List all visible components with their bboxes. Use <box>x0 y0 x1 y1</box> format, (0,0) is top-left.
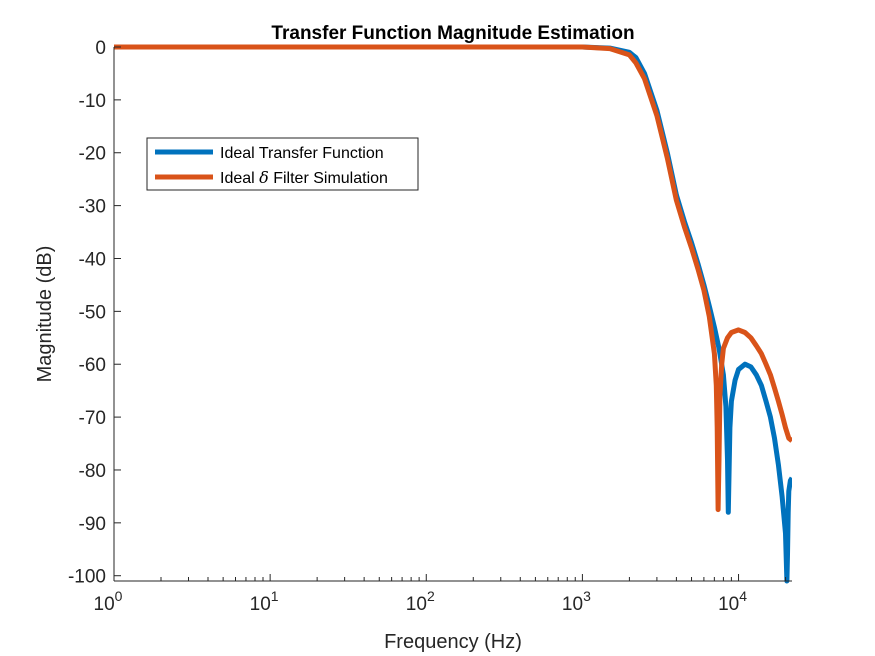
x-tick-base: 10 <box>94 594 115 615</box>
series-line-ideal-transfer-function <box>114 44 792 584</box>
y-tick-label: -20 <box>79 144 106 165</box>
y-tick-label: 0 <box>95 38 106 59</box>
x-tick-base: 10 <box>250 594 271 615</box>
y-tick-label: -60 <box>79 355 106 376</box>
x-axis-label: Frequency (Hz) <box>384 631 522 653</box>
y-tick-label: -10 <box>79 91 106 112</box>
y-axis-label: Magnitude (dB) <box>34 246 56 383</box>
delta-symbol: δ <box>259 168 269 187</box>
y-tick-label: -100 <box>68 567 106 588</box>
y-tick-label: -80 <box>79 461 106 482</box>
x-tick-exponent: 3 <box>583 588 591 604</box>
x-tick-base: 10 <box>406 594 427 615</box>
legend-label-part: Filter Simulation <box>269 170 388 187</box>
x-tick-base: 10 <box>562 594 583 615</box>
y-tick-label: -30 <box>79 197 106 218</box>
x-tick-exponent: 4 <box>739 588 747 604</box>
y-axis-ticks: 0 -10 -20 -30 -40 -50 -60 -70 -80 -90 -100 <box>68 38 121 588</box>
y-tick-label: -90 <box>79 514 106 535</box>
chart-title: Transfer Function Magnitude Estimation <box>271 23 634 44</box>
y-tick-label: -70 <box>79 408 106 429</box>
x-tick-label: 104 <box>718 588 747 615</box>
legend-label-part: Ideal <box>220 170 259 187</box>
x-tick-exponent: 0 <box>115 588 123 604</box>
x-tick-label: 103 <box>562 588 591 615</box>
x-axis-ticks: 100 101 102 103 104 <box>94 574 787 615</box>
series-layer <box>114 44 792 584</box>
x-tick-label: 101 <box>250 588 279 615</box>
legend: Ideal Transfer Function Ideal δ Filter S… <box>146 137 419 191</box>
x-tick-base: 10 <box>718 594 739 615</box>
y-tick-label: -40 <box>79 249 106 270</box>
x-tick-label: 100 <box>94 588 123 615</box>
legend-box <box>146 137 419 191</box>
legend-label-ideal-delta-filter-simulation: Ideal δ Filter Simulation <box>220 168 388 187</box>
x-tick-label: 102 <box>406 588 435 615</box>
x-tick-exponent: 2 <box>427 588 435 604</box>
legend-label-ideal-transfer-function: Ideal Transfer Function <box>220 145 384 162</box>
plot-area <box>114 47 792 581</box>
x-tick-exponent: 1 <box>271 588 279 604</box>
y-tick-label: -50 <box>79 302 106 323</box>
series-line-ideal-delta-filter-simulation <box>114 44 792 513</box>
